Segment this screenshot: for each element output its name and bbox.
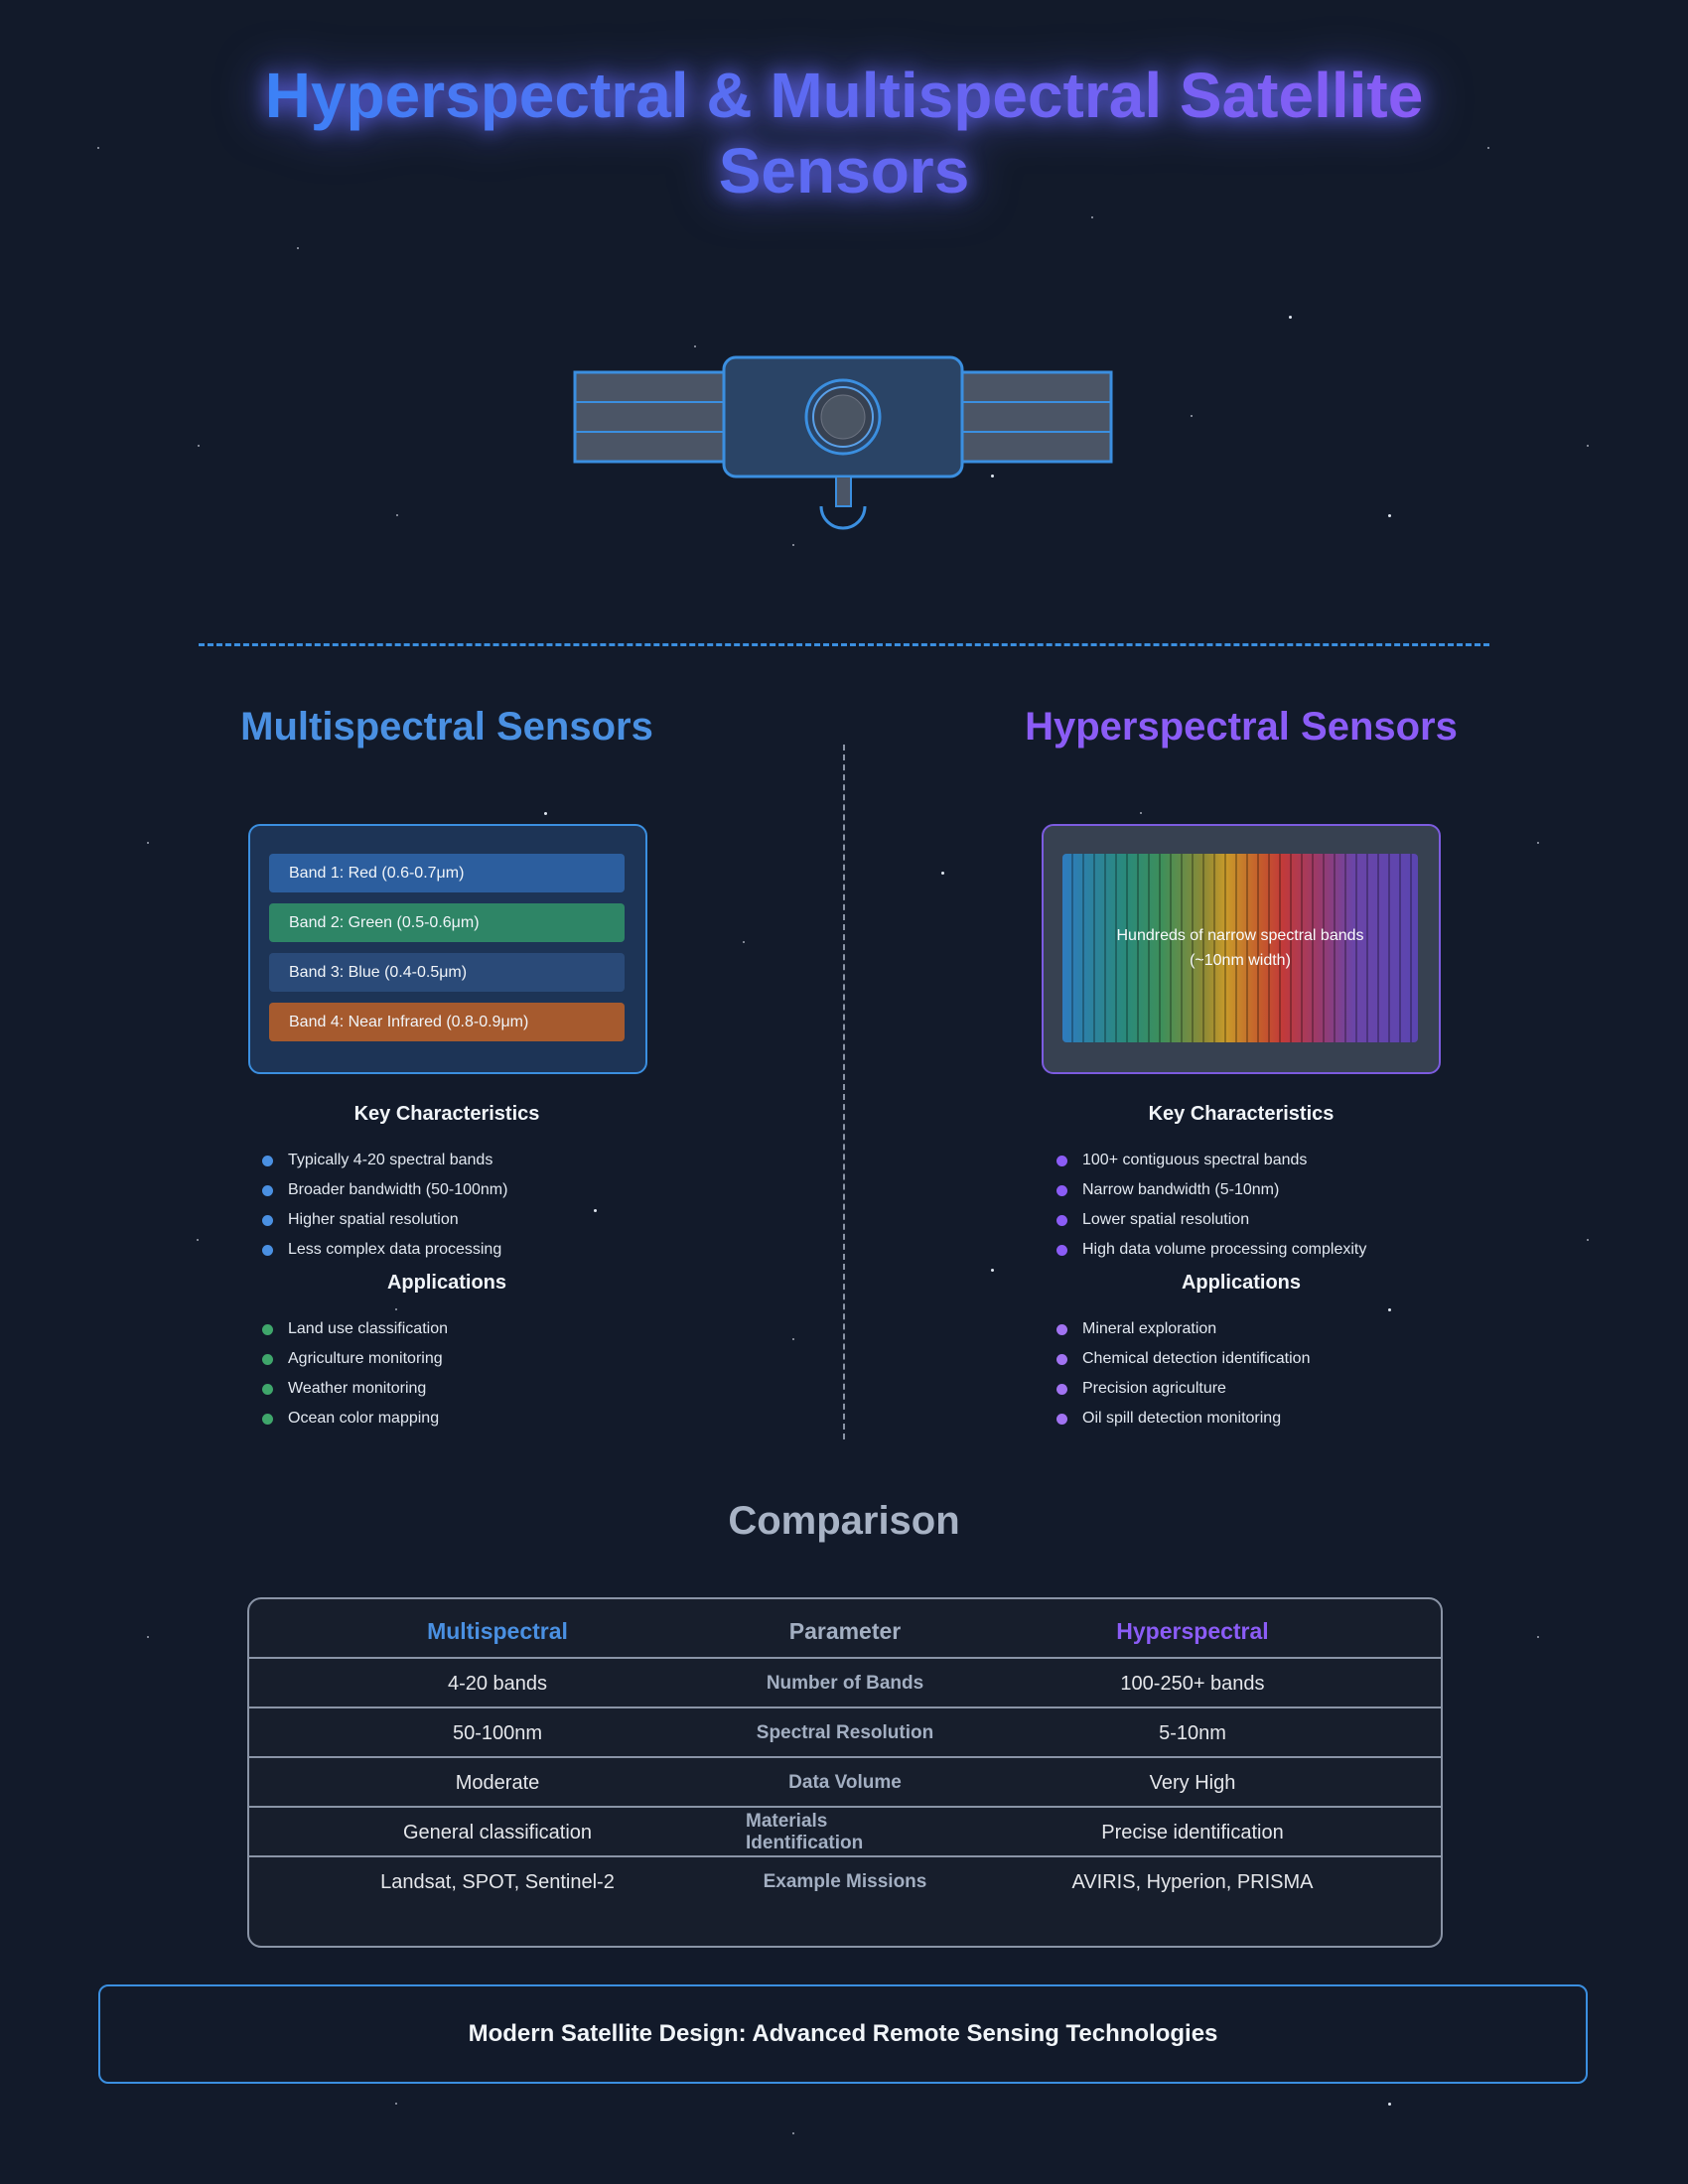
bullet-icon <box>1056 1215 1067 1226</box>
bullet-icon <box>1056 1414 1067 1425</box>
list-item: Mineral exploration <box>1056 1314 1310 1344</box>
hyperspectral-value: AVIRIS, Hyperion, PRISMA <box>1071 1870 1314 1893</box>
bullet-icon <box>1056 1245 1067 1256</box>
bullet-icon <box>262 1185 273 1196</box>
list-item: Less complex data processing <box>262 1235 507 1265</box>
bullet-icon <box>1056 1156 1067 1166</box>
bullet-icon <box>1056 1324 1067 1335</box>
band-blue: Band 3: Blue (0.4-0.5μm) <box>269 953 625 992</box>
list-item: Agriculture monitoring <box>262 1344 448 1374</box>
hyperspectral-value: 5-10nm <box>1159 1721 1226 1744</box>
multispectral-bands-panel: Band 1: Red (0.6-0.7μm) Band 2: Green (0… <box>248 824 647 1074</box>
spectral-bands-gradient: Hundreds of narrow spectral bands (~10nm… <box>1062 854 1418 1042</box>
band-red: Band 1: Red (0.6-0.7μm) <box>269 854 625 892</box>
list-item: Higher spatial resolution <box>262 1205 507 1235</box>
hyperspectral-applications-heading: Applications <box>1181 1272 1301 1294</box>
table-row: 4-20 bands Number of Bands 100-250+ band… <box>249 1657 1441 1708</box>
hyperspectral-value: Precise identification <box>1101 1821 1284 1843</box>
list-item: High data volume processing complexity <box>1056 1235 1366 1265</box>
antenna-mast <box>835 476 852 507</box>
parameter-name: Data Volume <box>788 1772 902 1793</box>
table-row: General classification Materials Identif… <box>249 1806 1441 1857</box>
multispectral-title: Multispectral Sensors <box>240 705 653 749</box>
bullet-icon <box>262 1414 273 1425</box>
multispectral-value: 50-100nm <box>452 1721 543 1744</box>
list-item: 100+ contiguous spectral bands <box>1056 1146 1366 1175</box>
list-item: Broader bandwidth (50-100nm) <box>262 1175 507 1205</box>
parameter-name: Number of Bands <box>766 1673 924 1694</box>
hyperspectral-value: 100-250+ bands <box>1120 1672 1265 1695</box>
list-item: Lower spatial resolution <box>1056 1205 1366 1235</box>
satellite-illustration <box>573 355 1113 530</box>
footer-banner: Modern Satellite Design: Advanced Remote… <box>98 1984 1588 2084</box>
band-near-infrared: Band 4: Near Infrared (0.8-0.9μm) <box>269 1003 625 1041</box>
bullet-icon <box>262 1384 273 1395</box>
comparison-title: Comparison <box>728 1499 960 1543</box>
bullet-icon <box>262 1354 273 1365</box>
hyperspectral-characteristics-list: 100+ contiguous spectral bands Narrow ba… <box>1056 1146 1366 1265</box>
parameter-name: Example Missions <box>763 1871 927 1892</box>
table-row: 50-100nm Spectral Resolution 5-10nm <box>249 1706 1441 1758</box>
multispectral-characteristics-list: Typically 4-20 spectral bands Broader ba… <box>262 1146 507 1265</box>
multispectral-value: 4-20 bands <box>447 1672 548 1695</box>
list-item: Typically 4-20 spectral bands <box>262 1146 507 1175</box>
hyperspectral-applications-list: Mineral exploration Chemical detection i… <box>1056 1314 1310 1433</box>
hyperspectral-characteristics-heading: Key Characteristics <box>1148 1103 1335 1125</box>
hyperspectral-spectrum-panel: Hundreds of narrow spectral bands (~10nm… <box>1042 824 1441 1074</box>
right-solar-panel <box>960 370 1113 464</box>
bullet-icon <box>262 1215 273 1226</box>
page-title: Hyperspectral & Multispectral Satellite … <box>248 58 1440 208</box>
bullet-icon <box>1056 1185 1067 1196</box>
multispectral-value: Moderate <box>455 1771 540 1794</box>
multispectral-characteristics-heading: Key Characteristics <box>353 1103 540 1125</box>
multispectral-applications-heading: Applications <box>386 1272 506 1294</box>
bullet-icon <box>262 1324 273 1335</box>
header-parameter: Parameter <box>788 1617 902 1644</box>
parameter-name: Spectral Resolution <box>756 1722 934 1743</box>
bullet-icon <box>262 1156 273 1166</box>
band-green: Band 2: Green (0.5-0.6μm) <box>269 903 625 942</box>
comparison-table: Multispectral Parameter Hyperspectral 4-… <box>247 1597 1443 1948</box>
table-row: Moderate Data Volume Very High <box>249 1756 1441 1808</box>
spectrum-label: Hundreds of narrow spectral bands (~10nm… <box>1116 927 1364 969</box>
hyperspectral-value: Very High <box>1149 1771 1236 1794</box>
list-item: Land use classification <box>262 1314 448 1344</box>
multispectral-value: General classification <box>402 1821 593 1843</box>
parameter-name: Materials Identification <box>746 1811 864 1853</box>
header-multispectral: Multispectral <box>427 1617 568 1644</box>
header-hyperspectral: Hyperspectral <box>1116 1617 1269 1644</box>
table-row: Landsat, SPOT, Sentinel-2 Example Missio… <box>249 1855 1441 1907</box>
list-item: Weather monitoring <box>262 1374 448 1404</box>
left-solar-panel <box>573 370 726 464</box>
hyperspectral-title: Hyperspectral Sensors <box>1025 705 1458 749</box>
bullet-icon <box>1056 1384 1067 1395</box>
multispectral-applications-list: Land use classification Agriculture moni… <box>262 1314 448 1433</box>
column-divider <box>843 745 845 1439</box>
list-item: Oil spill detection monitoring <box>1056 1404 1310 1433</box>
sensor-lens <box>804 378 882 456</box>
list-item: Narrow bandwidth (5-10nm) <box>1056 1175 1366 1205</box>
multispectral-value: Landsat, SPOT, Sentinel-2 <box>380 1870 615 1893</box>
list-item: Ocean color mapping <box>262 1404 448 1433</box>
list-item: Chemical detection identification <box>1056 1344 1310 1374</box>
list-item: Precision agriculture <box>1056 1374 1310 1404</box>
bullet-icon <box>1056 1354 1067 1365</box>
bullet-icon <box>262 1245 273 1256</box>
antenna-dish <box>819 505 867 530</box>
table-header-row: Multispectral Parameter Hyperspectral <box>249 1606 1441 1656</box>
section-divider <box>199 643 1489 646</box>
